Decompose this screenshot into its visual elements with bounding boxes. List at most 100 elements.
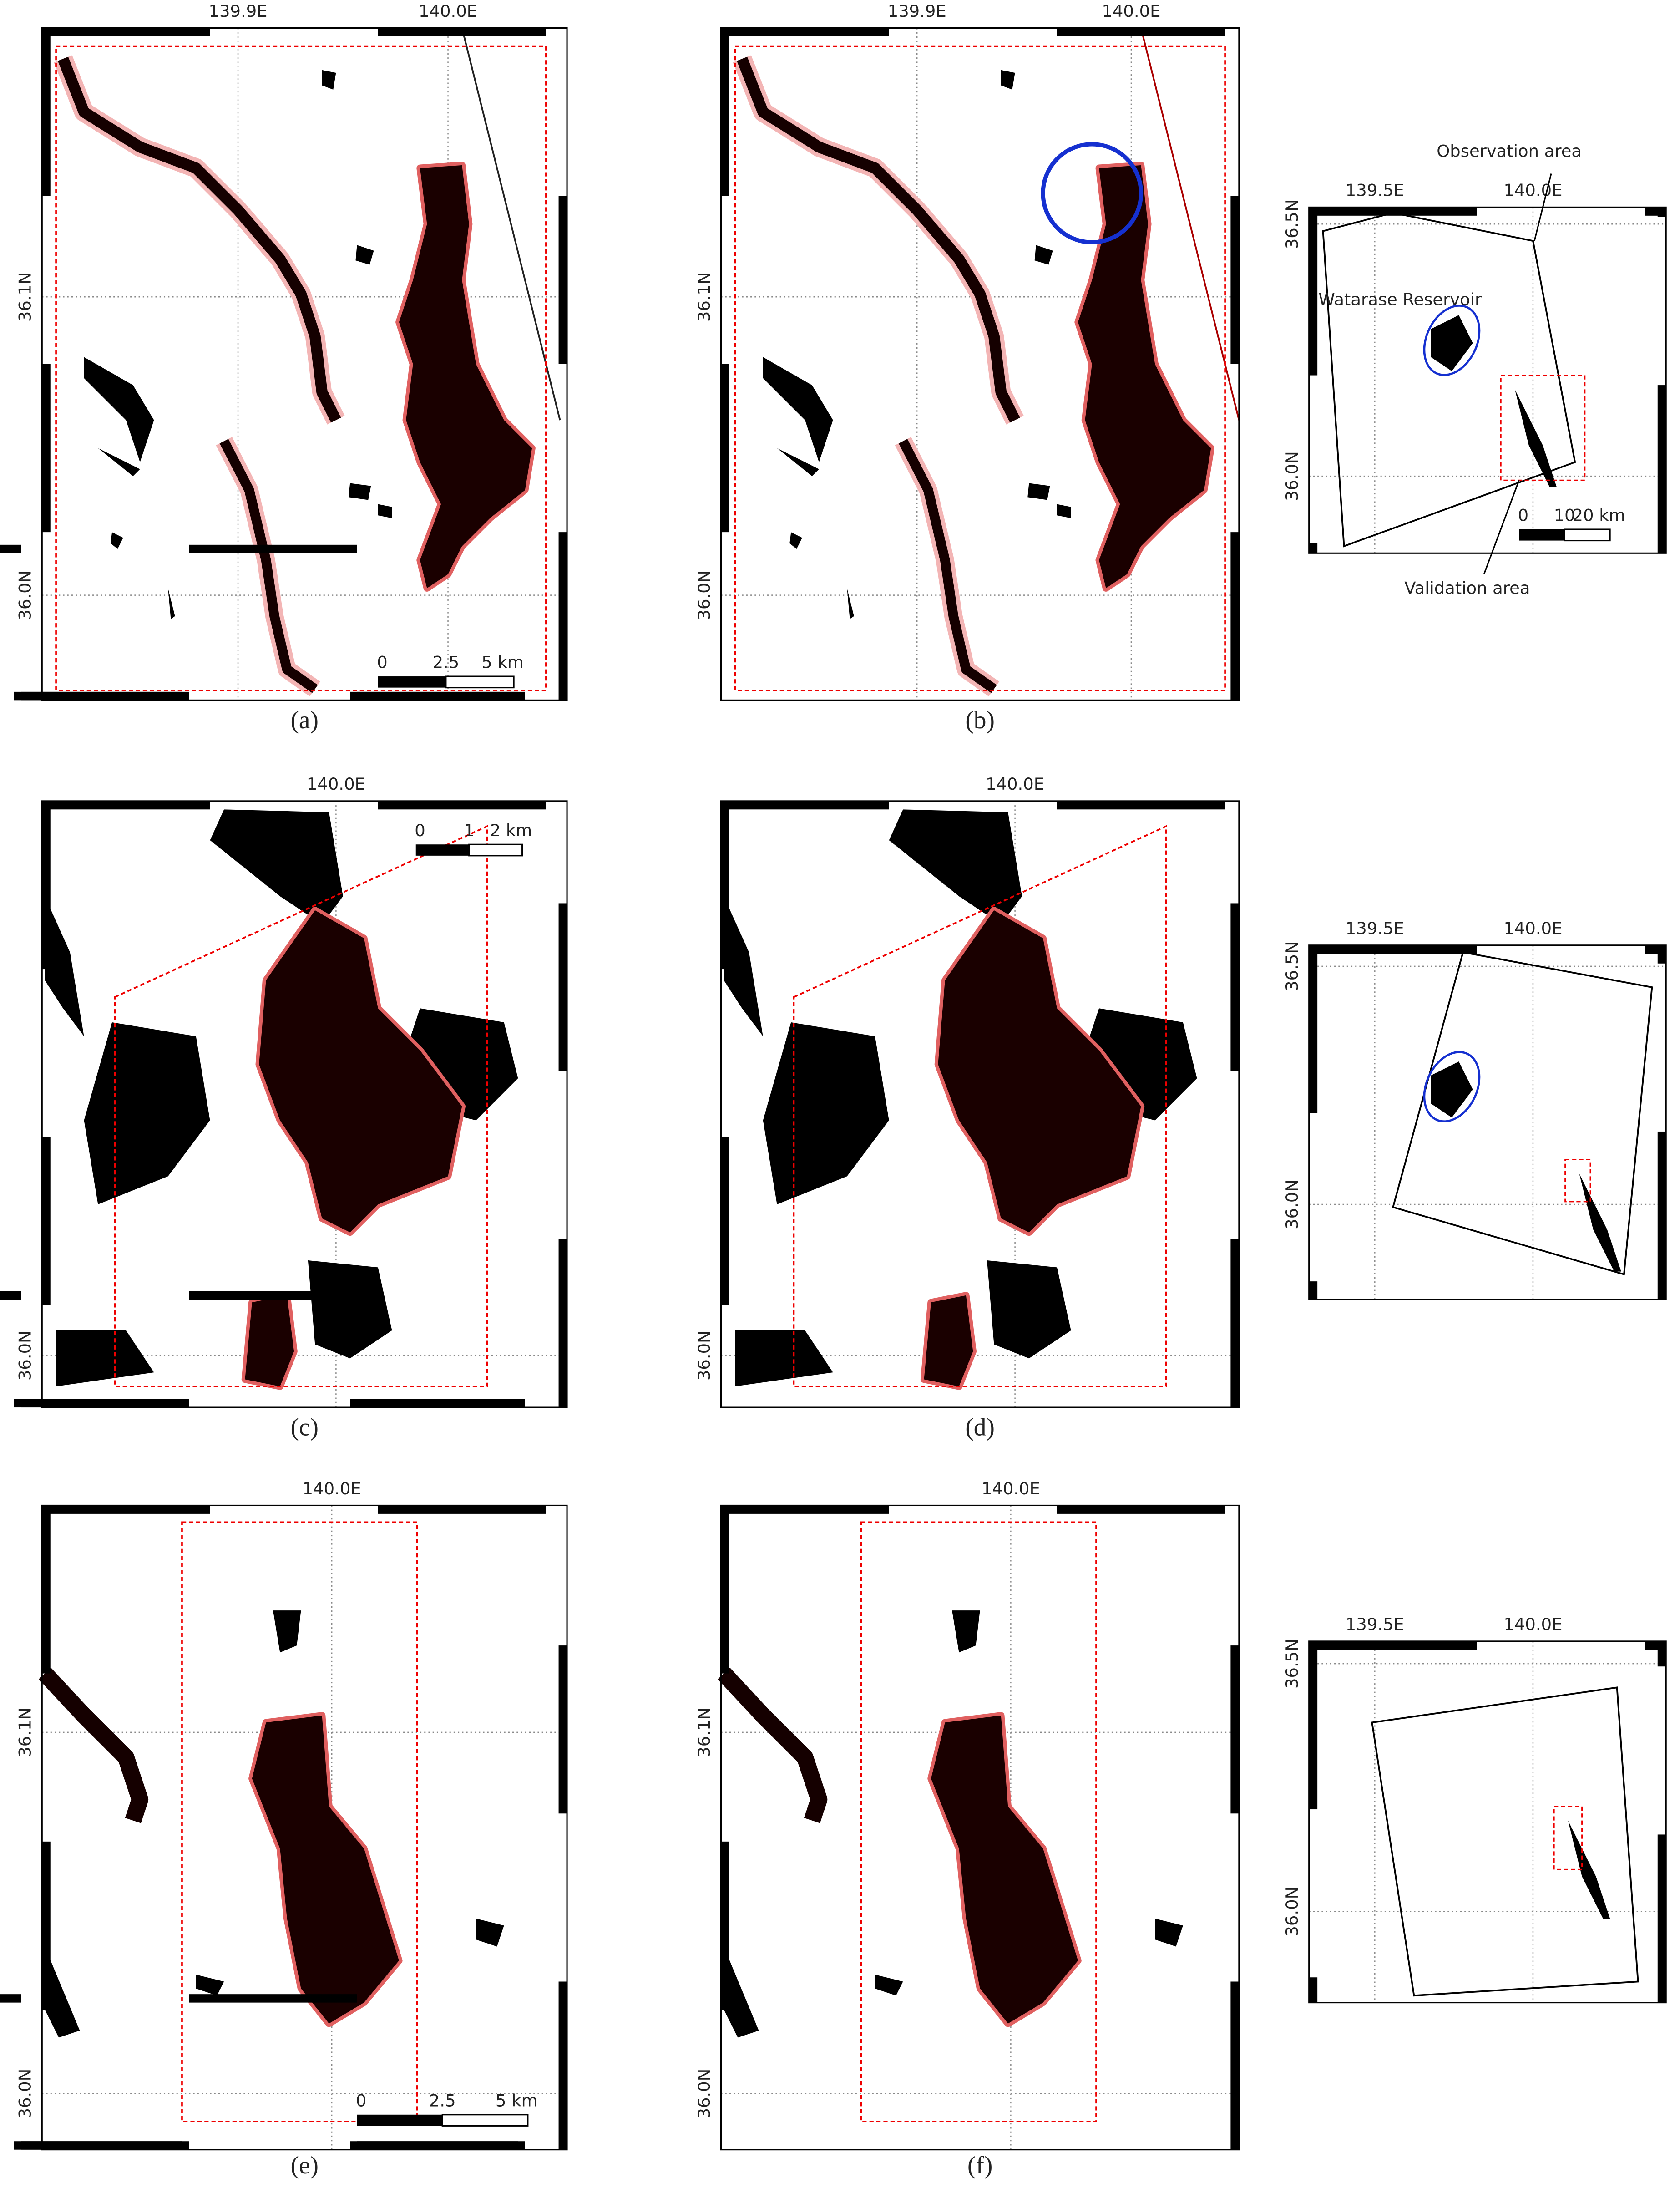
frame-bar: [1309, 1641, 1318, 1810]
water-area: [378, 504, 392, 518]
scale-label: 0: [415, 821, 425, 840]
lon-label: 140.0E: [1503, 919, 1562, 938]
frame-bar: [1309, 1281, 1318, 1300]
validation-area: [1500, 375, 1586, 481]
validation-area: [860, 1521, 1097, 2123]
grid: [42, 1505, 567, 2150]
annotation-leader: [1533, 173, 1552, 241]
lat-label: 36.1N: [694, 272, 714, 322]
flood-area: [931, 1715, 1078, 2024]
frame-bar: [1057, 801, 1225, 810]
flood-area: [259, 910, 462, 1233]
map-frame: [720, 1504, 1240, 2151]
frame-bar: [721, 1505, 729, 1674]
frame-bar: [1309, 543, 1318, 553]
scale-label: 0: [356, 2091, 366, 2110]
frame-bar: [1309, 207, 1318, 376]
lat-label: 36.0N: [15, 570, 35, 620]
observation-area: [1392, 951, 1653, 1276]
lat-label: 36.0N: [694, 1330, 714, 1381]
scale-label: 0: [377, 653, 387, 672]
frame-bar: [721, 28, 729, 196]
frame-bar: [14, 2141, 182, 2150]
annotation-leader: [1483, 480, 1520, 574]
flood-area: [245, 1295, 294, 1386]
water-area: [56, 1330, 154, 1386]
river: [898, 439, 997, 693]
frame-bar: [721, 1505, 889, 1514]
validation-area: [1564, 1158, 1591, 1203]
frame-bar: [14, 1399, 182, 1408]
frame-bar: [42, 364, 51, 533]
frame-bar: [558, 1645, 567, 1814]
water-area: [98, 448, 140, 477]
water-area: [1034, 245, 1053, 265]
frame-bar: [378, 1505, 546, 1514]
lat-label: 36.1N: [15, 1707, 35, 1757]
annotation: Validation area: [1404, 579, 1530, 598]
frame-bar: [14, 691, 182, 701]
flood-area: [252, 1715, 399, 2024]
frame-bar: [1230, 196, 1239, 364]
grid: [1309, 1641, 1666, 2003]
lat-label: 36.5N: [1282, 941, 1302, 991]
water-area: [1155, 1919, 1183, 1947]
water-area: [308, 1260, 392, 1359]
river: [718, 1668, 828, 1823]
scale-white: [468, 843, 523, 857]
flood-area: [924, 1295, 973, 1386]
scale-white: [441, 2114, 529, 2127]
frame-bar: [1309, 207, 1477, 216]
scale-label: 20 km: [1573, 506, 1625, 525]
lat-label: 36.0N: [694, 2069, 714, 2119]
water-area: [349, 483, 371, 500]
frame-bar: [0, 1994, 21, 2003]
map-frame: [41, 1504, 568, 2151]
water-area: [210, 809, 343, 924]
scale-label: 2.5: [429, 2091, 456, 2110]
frame-bar: [42, 28, 210, 37]
validation-area: [181, 1521, 418, 2123]
water-area: [1431, 315, 1473, 371]
panel-caption: (d): [965, 1413, 995, 1441]
water-area: [1431, 1061, 1473, 1118]
validation-area: [55, 45, 547, 691]
scale-label: 0: [1518, 506, 1528, 525]
frame-bar: [1657, 1834, 1666, 2003]
watarase-marker: [1423, 1051, 1481, 1122]
grid: [1309, 207, 1666, 553]
water-area: [1568, 1820, 1610, 1919]
frame-bar: [558, 532, 567, 701]
frame-bar: [42, 1505, 210, 1514]
frame-bar: [1230, 1645, 1239, 1814]
frame-bar: [1309, 1977, 1318, 2003]
frame-bar: [189, 1994, 357, 2003]
frame-bar: [1057, 28, 1225, 37]
scale-label: 2 km: [490, 821, 532, 840]
flood-area: [399, 165, 532, 589]
scale-black: [357, 2114, 443, 2126]
scale-white: [1564, 528, 1611, 542]
frame-bar: [189, 1291, 357, 1300]
scale-black: [1519, 529, 1565, 541]
scale-white: [445, 675, 515, 689]
frame-bar: [1657, 1641, 1666, 1667]
lon-label: 139.9E: [209, 1, 268, 21]
water-area: [952, 1610, 980, 1653]
frame-bar: [1057, 1505, 1225, 1514]
water-area: [735, 1330, 833, 1386]
water-area: [45, 896, 84, 1036]
map-frame: [1308, 206, 1667, 554]
river: [737, 56, 1020, 423]
water-area: [1027, 483, 1050, 500]
frame-bar: [1657, 207, 1666, 217]
scale-black: [378, 676, 446, 688]
water-area: [1001, 70, 1015, 90]
grid: [1309, 945, 1666, 1300]
validation-area: [1553, 1806, 1583, 1870]
river: [58, 56, 341, 423]
water-area: [847, 588, 854, 619]
frame-bar: [558, 1981, 567, 2150]
water-area: [1514, 389, 1557, 487]
